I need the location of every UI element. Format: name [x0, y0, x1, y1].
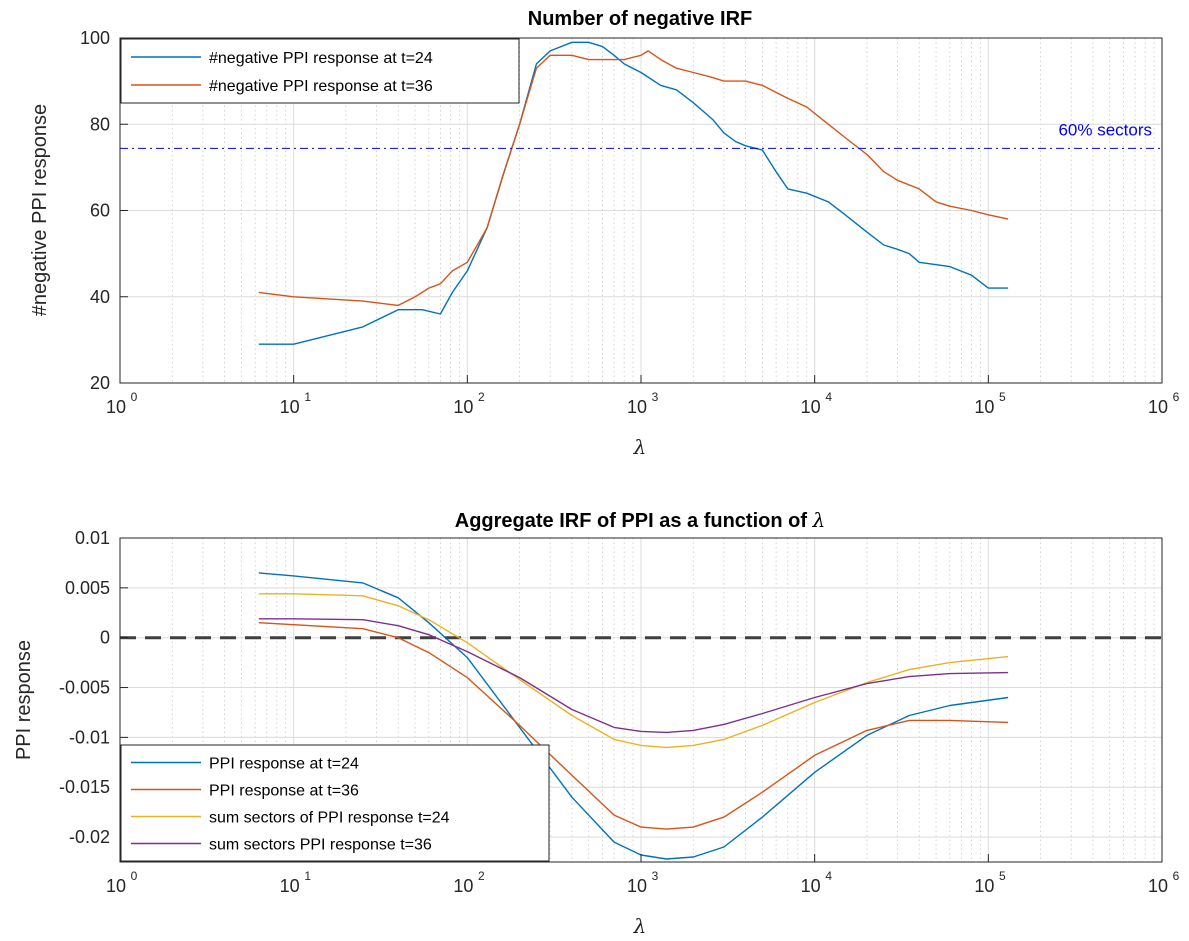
y-tick-label: 40 — [90, 287, 110, 307]
x-tick-label: 10 — [280, 876, 300, 896]
sixty-percent-annotation: 60% sectors — [1058, 120, 1152, 139]
x-tick-label: 10 — [801, 876, 821, 896]
legend-box — [120, 38, 520, 104]
y-tick-label: 0.005 — [65, 578, 110, 598]
bottom-title-text: Aggregate IRF of PPI as a function of — [455, 510, 813, 532]
legend-entry: PPI response at t=24 — [209, 756, 359, 773]
bottom-chart-title: Aggregate IRF of PPI as a function of λ — [455, 508, 826, 532]
top-legend: #negative PPI response at t=24 #negative … — [120, 38, 520, 104]
y-tick-label: 0 — [100, 628, 110, 648]
x-tick-exponent: 1 — [304, 390, 311, 404]
bottom-x-axis-label: λ — [633, 914, 647, 938]
x-tick-label: 10 — [106, 876, 126, 896]
bottom-plot-ticks: 10 0 10 1 10 2 10 3 10 4 10 5 10 6 0.01 0.005 0 -0.005 -0.… — [59, 528, 1180, 896]
x-tick-exponent: 5 — [999, 390, 1006, 404]
x-tick-exponent: 3 — [652, 390, 659, 404]
x-tick-label: 10 — [453, 397, 473, 417]
series-line-2 — [258, 622, 1009, 830]
y-tick-label: -0.005 — [59, 678, 110, 698]
x-tick-label: 10 — [1148, 876, 1168, 896]
x-tick-exponent: 0 — [131, 390, 138, 404]
y-tick-label: 80 — [90, 114, 110, 134]
x-tick-label: 10 — [627, 876, 647, 896]
x-tick-exponent: 6 — [1173, 869, 1180, 883]
x-tick-label: 10 — [453, 876, 473, 896]
y-tick-label: 0.01 — [75, 528, 110, 548]
top-y-axis-label: #negative PPI response — [29, 104, 51, 316]
y-tick-label: 20 — [90, 373, 110, 393]
legend-entry: PPI response at t=36 — [209, 783, 359, 800]
bottom-plot-panel: 10 0 10 1 10 2 10 3 10 4 10 5 10 6 0.01 0.005 0 -0.005 -0.… — [13, 508, 1180, 938]
top-plot-annotations: 60% sectors — [120, 120, 1162, 149]
y-tick-label: -0.015 — [59, 777, 110, 797]
x-tick-label: 10 — [280, 397, 300, 417]
y-tick-label: -0.02 — [69, 827, 110, 847]
top-plot-panel: 60% sectors 10 0 10 1 10 2 10 3 10 4 10 5 10 62040608… — [29, 8, 1180, 459]
x-tick-exponent: 3 — [652, 869, 659, 883]
top-chart-title: Number of negative IRF — [528, 8, 752, 30]
y-tick-label: 60 — [90, 201, 110, 221]
legend-entry: #negative PPI response at t=36 — [209, 78, 433, 95]
series-line-1 — [258, 41, 1009, 345]
series-line-4 — [258, 618, 1009, 734]
x-tick-label: 10 — [627, 397, 647, 417]
series-line-2 — [258, 50, 1009, 307]
x-tick-exponent: 4 — [825, 390, 832, 404]
x-tick-exponent: 4 — [825, 869, 832, 883]
bottom-plot-grid — [120, 538, 1162, 862]
top-plot-grid — [120, 38, 1162, 383]
x-tick-label: 10 — [1148, 397, 1168, 417]
y-tick-label: 100 — [80, 28, 110, 48]
legend-entry: #negative PPI response at t=24 — [209, 50, 433, 67]
x-tick-exponent: 5 — [999, 869, 1006, 883]
bottom-y-axis-label: PPI response — [13, 640, 35, 760]
bottom-legend: PPI response at t=24 PPI response at t=36… — [120, 744, 550, 862]
x-tick-label: 10 — [801, 397, 821, 417]
x-tick-exponent: 2 — [478, 869, 485, 883]
top-x-axis-label: λ — [633, 435, 647, 459]
legend-entry: sum sectors of PPI response t=24 — [209, 810, 450, 827]
x-tick-exponent: 2 — [478, 390, 485, 404]
y-tick-label: -0.01 — [69, 727, 110, 747]
x-tick-exponent: 0 — [131, 869, 138, 883]
x-tick-exponent: 6 — [1173, 390, 1180, 404]
legend-box — [120, 744, 550, 862]
x-tick-label: 10 — [974, 876, 994, 896]
x-tick-label: 10 — [974, 397, 994, 417]
bottom-title-lambda: λ — [812, 508, 826, 532]
x-tick-exponent: 1 — [304, 869, 311, 883]
top-plot-series — [258, 41, 1009, 345]
x-tick-label: 10 — [106, 397, 126, 417]
series-line-3 — [258, 593, 1009, 749]
legend-entry: sum sectors PPI response t=36 — [209, 837, 432, 854]
